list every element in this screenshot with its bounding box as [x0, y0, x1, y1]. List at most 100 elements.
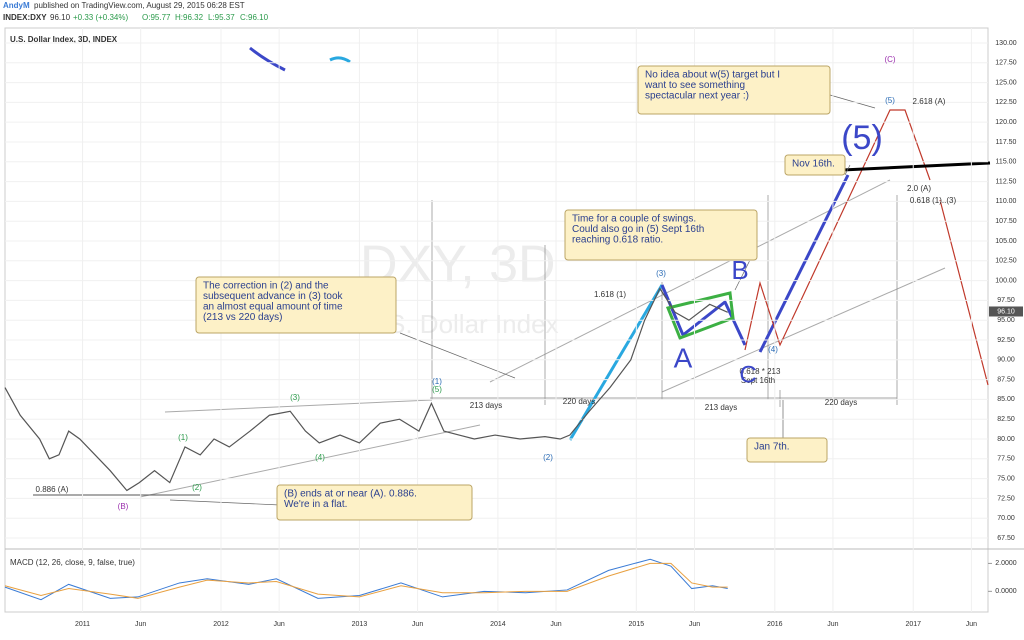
annotation: B — [731, 255, 748, 285]
last-price-marker — [989, 306, 1023, 317]
annotation: (3) — [290, 393, 300, 402]
annotation: 213 days — [705, 403, 737, 412]
author: AndyM — [3, 1, 30, 10]
annotation: 213 days — [470, 401, 502, 410]
y-tick-label: 110.00 — [996, 198, 1017, 205]
annotation: (3) — [656, 269, 666, 278]
annotation: 0.886 (A) — [36, 485, 69, 494]
y-tick-label: 67.50 — [997, 535, 1015, 542]
x-tick-label: 2015 — [629, 621, 645, 628]
annotation: (5) — [432, 385, 442, 394]
price-line — [4, 287, 728, 492]
y-tick-label: 90.00 — [997, 357, 1015, 364]
annotation: (B) — [118, 502, 129, 511]
published: published on TradingView.com, August 29,… — [34, 1, 245, 10]
scribble — [249, 46, 286, 72]
y-tick-label: 82.50 — [997, 416, 1015, 423]
x-tick-label: 2011 — [75, 621, 90, 628]
x-tick-label: 2012 — [213, 621, 229, 628]
x-tick-label: Jun — [966, 621, 977, 628]
high: H:96.32 — [175, 13, 204, 22]
trend-line — [139, 424, 481, 498]
y-tick-label: 77.50 — [997, 456, 1015, 463]
annotation: (4) — [768, 345, 778, 354]
y-tick-label: 80.00 — [997, 436, 1015, 443]
annotation: (5) — [841, 119, 883, 157]
y-tick-label: 97.50 — [997, 297, 1015, 304]
callout-text: subsequent advance in (3) took — [203, 291, 344, 302]
callout-text: (B) ends at or near (A). 0.886. — [284, 489, 417, 500]
y-tick-label: 125.00 — [995, 79, 1017, 86]
annotation: (1) — [432, 377, 442, 386]
callout-box — [637, 65, 831, 115]
x-tick-label: 2016 — [767, 621, 783, 628]
annotation: (1) — [178, 433, 188, 442]
y-tick-label: 100.00 — [995, 277, 1017, 284]
callout-text: Jan 7th. — [754, 442, 790, 453]
callout-text: spectacular next year :) — [645, 91, 749, 102]
scribble — [329, 56, 351, 64]
y-tick-label: 85.00 — [997, 396, 1015, 403]
y-tick-label: 107.50 — [995, 218, 1017, 225]
annotation: Sept 16th — [741, 376, 775, 385]
price: 96.10 — [50, 13, 71, 22]
callout-box — [784, 154, 846, 176]
x-tick-label: Jun — [689, 621, 700, 628]
y-tick-label: 120.00 — [995, 119, 1017, 126]
x-tick-label: Jun — [273, 621, 284, 628]
annotation: (4) — [315, 453, 325, 462]
annotation: 220 days — [825, 398, 857, 407]
y-tick-label: 2.0000 — [995, 560, 1017, 567]
y-tick-label: 122.50 — [995, 99, 1017, 106]
callout-text: Could also go in (5) Sept 16th — [572, 224, 704, 235]
callout-box — [564, 209, 758, 261]
callout-text: reaching 0.618 ratio. — [572, 235, 663, 246]
y-tick-label: 112.50 — [996, 178, 1017, 185]
x-tick-label: Jun — [412, 621, 423, 628]
y-tick-label: 115.00 — [996, 159, 1017, 166]
y-tick-label: 87.50 — [997, 376, 1015, 383]
y-tick-label: 130.00 — [995, 40, 1017, 47]
x-tick-label: Jun — [827, 621, 838, 628]
callout-box — [276, 484, 473, 521]
x-tick-label: 2014 — [490, 621, 506, 628]
close: C:96.10 — [240, 13, 269, 22]
drawings — [33, 46, 991, 506]
chart-name: U.S. Dollar Index, 3D, INDEX — [10, 35, 118, 44]
callout-box — [746, 437, 828, 463]
callout-text: The correction in (2) and the — [203, 281, 329, 292]
last-price-label: 96.10 — [997, 308, 1015, 315]
macd-line — [4, 562, 728, 599]
callout-text: No idea about w(5) target but I — [645, 70, 780, 81]
projection — [744, 109, 989, 386]
x-tick-label: 2013 — [352, 621, 368, 628]
y-tick-label: 92.50 — [997, 337, 1015, 344]
callout-text: We're in a flat. — [284, 499, 347, 510]
macd-line — [4, 558, 728, 601]
annotation: (C) — [884, 55, 895, 64]
annotation: C — [739, 361, 756, 388]
wave-arrow — [568, 284, 664, 441]
callout-text: want to see something — [644, 80, 745, 91]
annotation: 220 days — [563, 397, 595, 406]
low: L:95.37 — [208, 13, 235, 22]
callout-text: an almost equal amount of time — [203, 302, 343, 313]
y-tick-label: 105.00 — [995, 238, 1017, 245]
callout-text: Nov 16th. — [792, 159, 835, 170]
annotation: 1.618 (1) — [594, 290, 626, 299]
y-tick-label: 75.00 — [997, 475, 1015, 482]
callout-text: Time for a couple of swings. — [572, 214, 696, 225]
y-tick-label: 72.50 — [997, 495, 1015, 502]
callout-box — [195, 276, 397, 334]
annotation: 2.0 (A) — [907, 184, 931, 193]
annotation: 0.618 * 213 — [740, 367, 781, 376]
y-tick-label: 102.50 — [995, 258, 1017, 265]
annotation: (2) — [543, 453, 553, 462]
trend-line — [661, 267, 946, 393]
x-tick-label: Jun — [550, 621, 561, 628]
macd-title: MACD (12, 26, close, 9, false, true) — [10, 558, 135, 567]
annotation: 0.618 (1)..(3) — [910, 196, 957, 205]
y-tick-label: 95.00 — [997, 317, 1015, 324]
callout-pointers — [169, 94, 876, 506]
